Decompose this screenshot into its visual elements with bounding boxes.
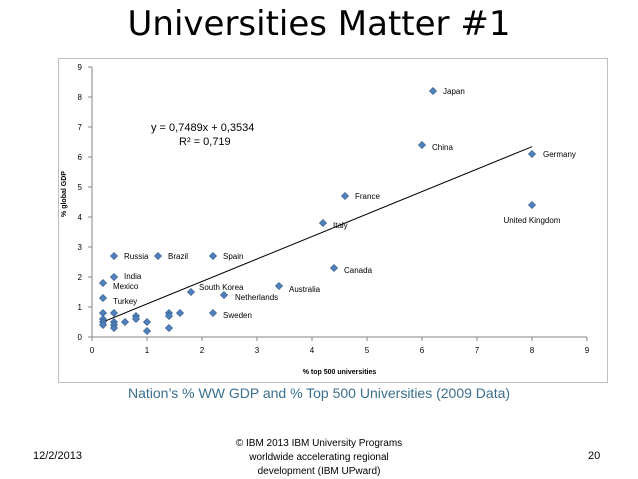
data-point bbox=[428, 86, 438, 96]
data-point bbox=[164, 311, 174, 321]
data-point bbox=[208, 308, 218, 318]
footer-copyright: © IBM 2013 IBM University Programs world… bbox=[214, 437, 424, 479]
x-tick-label: 3 bbox=[255, 346, 260, 355]
data-point bbox=[208, 251, 218, 261]
point-label: Turkey bbox=[113, 297, 137, 306]
x-tick-label: 7 bbox=[475, 346, 480, 355]
y-tick-label: 5 bbox=[78, 183, 83, 192]
data-point bbox=[153, 251, 163, 261]
data-point bbox=[109, 272, 119, 282]
trendline-equation: y = 0,7489x + 0,3534 bbox=[151, 122, 254, 134]
data-point bbox=[219, 290, 229, 300]
data-point bbox=[318, 218, 328, 228]
x-tick-label: 6 bbox=[420, 346, 425, 355]
point-label: Italy bbox=[333, 221, 348, 230]
y-tick-label: 6 bbox=[78, 153, 83, 162]
x-tick-label: 4 bbox=[310, 346, 315, 355]
x-tick-label: 5 bbox=[365, 346, 370, 355]
scatter-chart: 0 1 2 3 4 5 6 7 8 9 0 1 2 3 4 5 6 7 8 9 % top 500 universiti… bbox=[61, 63, 590, 376]
y-tick-label: 3 bbox=[78, 243, 83, 252]
footer-line-1: © IBM 2013 IBM University Programs bbox=[235, 438, 403, 449]
point-label: Japan bbox=[443, 87, 465, 96]
x-tick-label: 8 bbox=[530, 346, 535, 355]
data-point bbox=[417, 140, 427, 150]
point-label: France bbox=[355, 192, 380, 201]
y-tick-label: 0 bbox=[78, 333, 83, 342]
x-tick-label: 0 bbox=[90, 346, 95, 355]
point-label: Sweden bbox=[223, 311, 252, 320]
point-label: Brazil bbox=[168, 252, 188, 261]
data-point bbox=[274, 281, 284, 291]
data-point bbox=[340, 191, 350, 201]
y-tick-label: 1 bbox=[78, 303, 83, 312]
point-label: Canada bbox=[344, 266, 373, 275]
data-point bbox=[109, 323, 119, 333]
point-label: United Kingdom bbox=[504, 216, 561, 225]
data-point bbox=[329, 263, 339, 273]
footer-line-3: development (IBM UPward) bbox=[257, 466, 381, 477]
point-label: Germany bbox=[543, 150, 576, 159]
point-label: China bbox=[432, 143, 453, 152]
slide-title: Universities Matter #1 bbox=[127, 4, 511, 44]
point-label: Netherlands bbox=[235, 293, 278, 302]
data-point bbox=[142, 317, 152, 327]
y-tick-label: 2 bbox=[78, 273, 83, 282]
x-axis-label: % top 500 universities bbox=[303, 369, 377, 376]
y-tick-label: 4 bbox=[78, 213, 83, 222]
y-axis-label: % global GDP bbox=[61, 171, 68, 217]
point-label: Russia bbox=[124, 252, 149, 261]
point-label: India bbox=[124, 272, 142, 281]
data-point bbox=[164, 323, 174, 333]
y-tick-label: 7 bbox=[78, 123, 83, 132]
data-point bbox=[142, 326, 152, 336]
point-label: Spain bbox=[223, 252, 243, 261]
y-tick-label: 8 bbox=[78, 93, 83, 102]
data-point bbox=[131, 314, 141, 324]
trendline bbox=[102, 146, 533, 323]
point-label: South Korea bbox=[199, 283, 244, 292]
x-tick-label: 9 bbox=[585, 346, 590, 355]
data-point bbox=[109, 308, 119, 318]
footer-line-2: worldwide accelerating regional bbox=[249, 452, 389, 463]
x-tick-label: 1 bbox=[145, 346, 150, 355]
data-point bbox=[120, 317, 130, 327]
y-tick-label: 9 bbox=[78, 63, 83, 72]
data-point bbox=[175, 308, 185, 318]
data-point bbox=[527, 149, 537, 159]
chart-caption: Nation’s % WW GDP and % Top 500 Universi… bbox=[127, 385, 511, 401]
trendline-r2: R² = 0,719 bbox=[179, 136, 231, 148]
page-number: 20 bbox=[588, 450, 601, 462]
data-point bbox=[186, 287, 196, 297]
point-label: Mexico bbox=[113, 282, 139, 291]
data-point bbox=[98, 293, 108, 303]
point-label: Australia bbox=[289, 285, 321, 294]
data-point bbox=[98, 278, 108, 288]
data-point bbox=[527, 200, 537, 210]
x-tick-label: 2 bbox=[200, 346, 205, 355]
footer-date: 12/2/2013 bbox=[33, 450, 82, 462]
data-point bbox=[109, 251, 119, 261]
chart-frame: 0 1 2 3 4 5 6 7 8 9 0 1 2 3 4 5 6 7 8 9 % top 500 universiti… bbox=[58, 58, 608, 383]
data-point bbox=[98, 320, 108, 330]
